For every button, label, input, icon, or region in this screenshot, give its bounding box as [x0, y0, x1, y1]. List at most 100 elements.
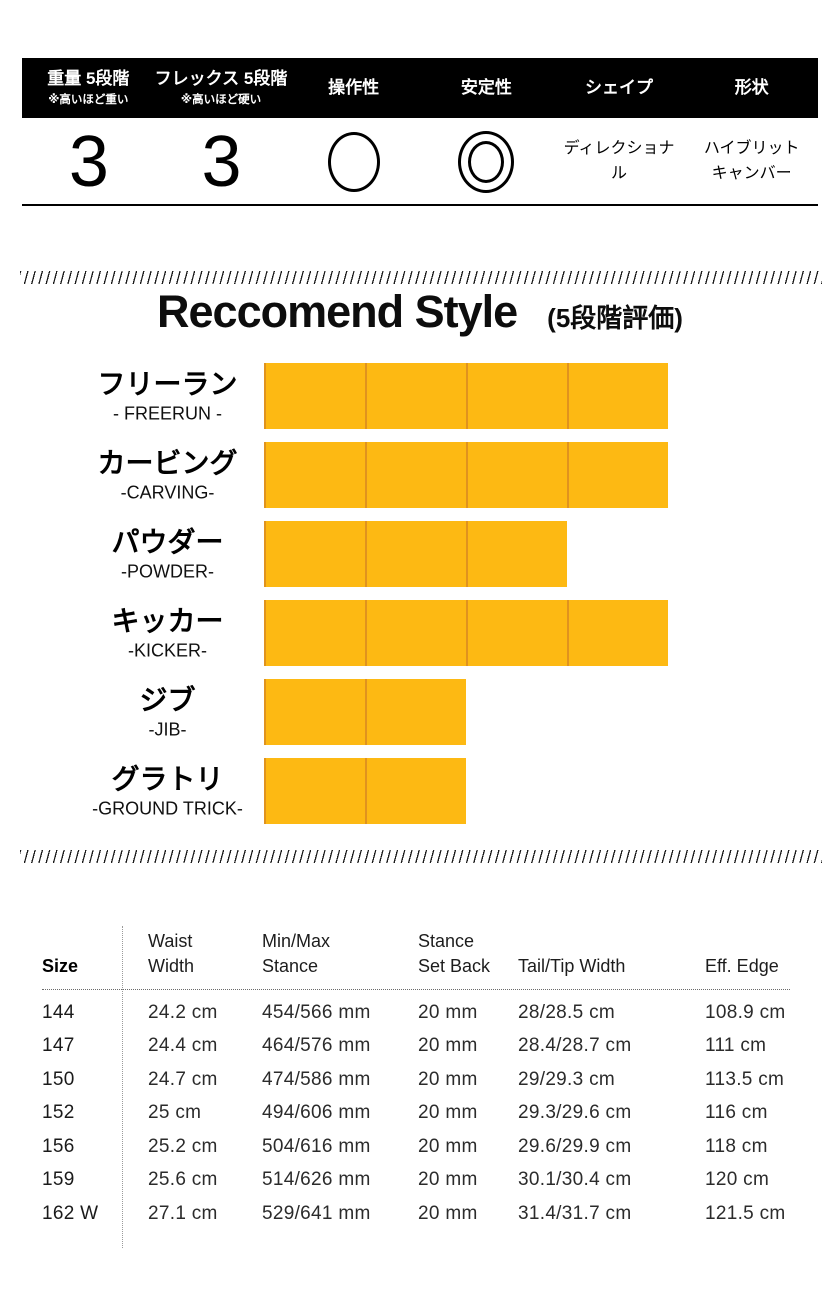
- size-table-cell: 24.2 cm: [148, 1001, 218, 1023]
- table-header-divider: [42, 989, 790, 990]
- size-table-cell: 25.2 cm: [148, 1135, 218, 1157]
- rating-bar-segment: [466, 521, 567, 587]
- size-table-cell: 162 W: [42, 1202, 99, 1224]
- weight-rating-value: 3: [68, 122, 109, 202]
- rating-bar-segment: [264, 600, 365, 666]
- size-table-cell: 25 cm: [148, 1102, 202, 1124]
- chart-row-carving: カービング -CARVING-: [0, 442, 840, 508]
- chart-row-jib: ジブ -JIB-: [0, 679, 840, 745]
- size-table-cell: 20 mm: [418, 1035, 478, 1057]
- size-table-cell: 121.5 cm: [705, 1202, 786, 1224]
- size-table-row: 159 25.6 cm 514/626 mm 20 mm 30.1/30.4 cm 120…: [42, 1164, 818, 1198]
- size-table-cell: 494/606 mm: [262, 1102, 371, 1124]
- chart-label-en: - FREERUN -: [113, 403, 222, 424]
- size-table-cell: 504/616 mm: [262, 1135, 371, 1157]
- size-table-cell: 28.4/28.7 cm: [518, 1035, 632, 1057]
- rating-bar-segment: [365, 442, 466, 508]
- rating-bar: [264, 521, 567, 587]
- size-table-cell: 30.1/30.4 cm: [518, 1169, 632, 1191]
- spec-column-label: 形状: [734, 78, 769, 98]
- chart-row-ground-trick: グラトリ -GROUND TRICK-: [0, 758, 840, 824]
- rating-bar-segment: [264, 442, 365, 508]
- shape-value: ディレクショナル: [563, 140, 675, 182]
- chart-row-label: カービング -CARVING-: [55, 447, 280, 504]
- chart-label-jp: パウダー: [111, 526, 224, 558]
- size-table-cell: 152: [42, 1102, 75, 1124]
- spec-column-profile: 形状: [685, 78, 818, 98]
- size-table-cell: 156: [42, 1135, 75, 1157]
- recommend-style-header: Reccomend Style (5段階評価): [0, 286, 840, 338]
- rating-bar-segment: [365, 679, 466, 745]
- chart-row-kicker: キッカー -KICKER-: [0, 600, 840, 666]
- section-subtitle: (5段階評価): [547, 303, 683, 333]
- size-table-row: 156 25.2 cm 504/616 mm 20 mm 29.6/29.9 cm 118…: [42, 1130, 818, 1164]
- spec-value-handling: [287, 132, 420, 192]
- rating-bar-segment: [264, 363, 365, 429]
- size-table-header-cell: Waist Width: [148, 930, 195, 976]
- chart-label-en: -CARVING-: [120, 482, 215, 503]
- size-table-cell: 24.7 cm: [148, 1068, 218, 1090]
- spec-column-shape: シェイプ: [553, 78, 686, 98]
- chart-row-label: フリーラン - FREERUN -: [55, 368, 280, 425]
- spec-header-bar: 重量 5段階 ※高いほど重い フレックス 5段階 ※高いほど硬い 操作性 安定性…: [22, 58, 818, 118]
- chart-label-en: -POWDER-: [121, 561, 214, 582]
- spec-column-weight: 重量 5段階 ※高いほど重い: [22, 69, 155, 108]
- size-table-header-cell: Size: [42, 955, 79, 976]
- chart-row-freerun: フリーラン - FREERUN -: [0, 363, 840, 429]
- spec-value-stability: [420, 131, 553, 193]
- hatch-divider-bottom: [20, 850, 822, 863]
- spec-values-row: 3 3 ディレクショナル ハイブリットキャンバー: [22, 118, 818, 206]
- size-table-cell: 529/641 mm: [262, 1202, 371, 1224]
- size-table-cell: 29.3/29.6 cm: [518, 1102, 632, 1124]
- size-table-cell: 147: [42, 1035, 75, 1057]
- size-table-cell: 113.5 cm: [705, 1068, 785, 1090]
- spec-column-note: ※高いほど硬い: [180, 94, 262, 107]
- spec-column-note: ※高いほど重い: [48, 94, 129, 107]
- size-table-cell: 31.4/31.7 cm: [518, 1202, 632, 1224]
- rating-bar-segment: [567, 363, 668, 429]
- spec-value-weight: 3: [22, 126, 155, 198]
- rating-bar: [264, 363, 668, 429]
- rating-bar: [264, 679, 466, 745]
- size-table-row: 147 24.4 cm 464/576 mm 20 mm 28.4/28.7 cm 111…: [42, 1030, 818, 1064]
- size-table-cell: 28/28.5 cm: [518, 1001, 615, 1023]
- size-table-cell: 464/576 mm: [262, 1035, 371, 1057]
- size-table-header-cell: Eff. Edge: [705, 955, 779, 976]
- size-table-cell: 118 cm: [705, 1135, 768, 1157]
- chart-row-label: グラトリ -GROUND TRICK-: [55, 763, 280, 820]
- spec-column-label: シェイプ: [585, 78, 654, 98]
- size-table-cell: 514/626 mm: [262, 1169, 371, 1191]
- chart-label-jp: カービング: [97, 447, 238, 479]
- size-table-cell: 24.4 cm: [148, 1035, 218, 1057]
- spec-column-label: 重量 5段階: [47, 68, 130, 88]
- spec-column-label: 操作性: [328, 78, 380, 98]
- spec-column-handling: 操作性: [287, 78, 420, 98]
- rating-bar-segment: [365, 521, 466, 587]
- chart-row-label: キッカー -KICKER-: [55, 605, 280, 662]
- size-table-cell: 120 cm: [705, 1169, 770, 1191]
- table-vertical-divider: [122, 926, 123, 1248]
- section-title: Reccomend Style: [157, 286, 518, 337]
- spec-value-flex: 3: [155, 126, 288, 198]
- rating-bar-segment: [466, 363, 567, 429]
- double-circle-icon: [458, 131, 515, 193]
- chart-label-en: -GROUND TRICK-: [92, 798, 243, 819]
- size-table-header-cell: Tail/Tip Width: [518, 955, 626, 976]
- chart-label-jp: グラトリ: [111, 763, 224, 795]
- size-table-cell: 20 mm: [418, 1135, 478, 1157]
- hatch-divider-top: [20, 271, 822, 284]
- chart-label-jp: ジブ: [139, 684, 196, 716]
- rating-bar-segment: [567, 442, 668, 508]
- size-table-cell: 116 cm: [705, 1102, 768, 1124]
- size-table-cell: 20 mm: [418, 1169, 478, 1191]
- size-table-body: 144 24.2 cm 454/566 mm 20 mm 28/28.5 cm 108.9…: [42, 996, 818, 1231]
- spec-column-label: 安定性: [460, 78, 512, 98]
- size-table-row: 162 W 27.1 cm 529/641 mm 20 mm 31.4/31.7 cm 1…: [42, 1197, 818, 1231]
- rating-bar: [264, 758, 466, 824]
- rating-bar-segment: [264, 758, 365, 824]
- size-table-row: 152 25 cm 494/606 mm 20 mm 29.3/29.6 cm 116 c…: [42, 1097, 818, 1131]
- spec-column-stability: 安定性: [420, 78, 553, 98]
- rating-bar: [264, 442, 668, 508]
- rating-bar-segment: [365, 758, 466, 824]
